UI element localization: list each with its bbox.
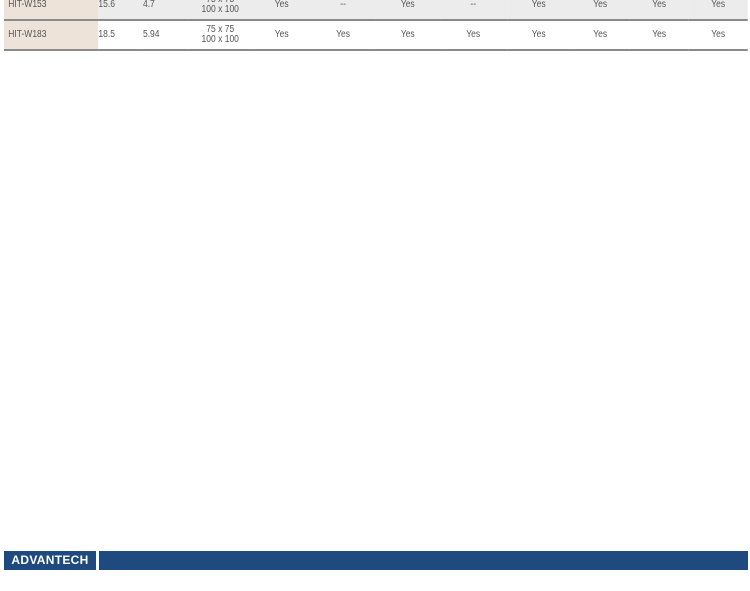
- weight-cell: 5.94: [142, 20, 188, 51]
- size-cell: 18.5: [98, 20, 143, 51]
- vesa-100: 100 x 100: [201, 34, 239, 45]
- feature-cell: Yes: [688, 0, 748, 21]
- feature-cell: Yes: [629, 0, 689, 21]
- advantech-logo: ADVANTECH: [4, 551, 99, 570]
- feature-cell: Yes: [570, 0, 630, 21]
- name: HIT-W153: [4, 0, 99, 21]
- vesa-75: 75 x 75: [206, 24, 235, 35]
- footer-bar: ADVANTECH: [4, 551, 748, 570]
- feature-cell: Yes: [506, 0, 571, 21]
- feature-cell: Yes: [310, 20, 376, 51]
- feature-cell: Yes: [506, 20, 571, 51]
- vesa-75: 75 x 75: [206, 0, 234, 5]
- feature-cell: --: [310, 0, 376, 21]
- feature-cell: Yes: [439, 20, 507, 51]
- table-row: HIT-W183 18.5 5.94 75 x 75 100 x 100 Yes Yes Ye…: [4, 20, 748, 51]
- feature-cell: --: [439, 0, 507, 21]
- feature-cell: Yes: [570, 20, 630, 51]
- feature-cell: Yes: [629, 20, 689, 51]
- feature-cell: Yes: [375, 0, 440, 21]
- feature-cell: Yes: [688, 20, 748, 51]
- vesa-100: 100 x 100: [201, 3, 239, 15]
- feature-cell: Yes: [252, 20, 311, 51]
- feature-cell: Yes: [252, 0, 311, 21]
- name: HIT-W183: [4, 20, 99, 51]
- feature-cell: Yes: [375, 20, 440, 51]
- size-cell: 15.6: [98, 0, 143, 21]
- weight-cell: 4.7: [142, 0, 188, 21]
